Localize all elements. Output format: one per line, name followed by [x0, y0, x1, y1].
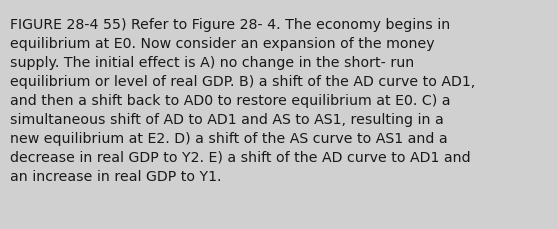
Text: FIGURE 28-4 55) Refer to Figure 28- 4. The economy begins in
equilibrium at E0. : FIGURE 28-4 55) Refer to Figure 28- 4. T…: [10, 18, 475, 183]
